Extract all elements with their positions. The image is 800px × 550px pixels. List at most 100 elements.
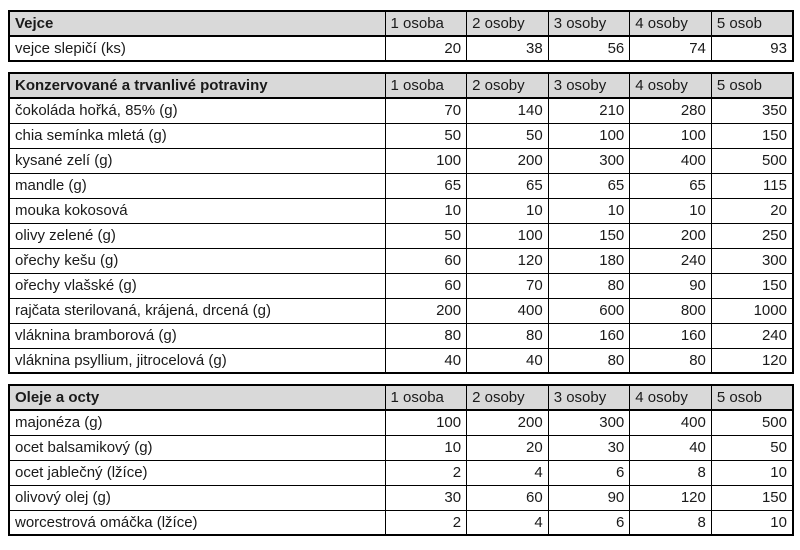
food-table: Konzervované a trvanlivé potraviny 1 osob…: [8, 72, 794, 374]
cell-value: 150: [710, 484, 794, 511]
cell-value: 120: [466, 247, 549, 274]
header-row: Oleje a octy 1 osoba 2 osoby 3 osoby 4 osoby…: [8, 384, 794, 411]
cell-value: 50: [384, 222, 468, 249]
table-row: ocet balsamikový (g) 10 20 30 40 50: [8, 434, 794, 461]
cell-value: 10: [466, 197, 549, 224]
cell-value: 10: [629, 197, 712, 224]
cell-value: 1000: [710, 297, 794, 324]
column-header: 1 osoba: [384, 384, 468, 411]
column-header: 4 osoby: [629, 10, 712, 37]
cell-value: 180: [547, 247, 631, 274]
column-header: 4 osoby: [629, 384, 712, 411]
tables-container: Vejce 1 osoba 2 osoby 3 osoby 4 osoby 5 osob v…: [8, 10, 794, 536]
cell-value: 115: [710, 172, 794, 199]
cell-value: 74: [629, 35, 712, 62]
cell-value: 100: [547, 122, 631, 149]
cell-value: 100: [629, 122, 712, 149]
cell-value: 140: [466, 97, 549, 124]
cell-value: 400: [629, 147, 712, 174]
row-label: vejce slepičí (ks): [8, 35, 386, 62]
row-label: ořechy kešu (g): [8, 247, 386, 274]
column-header: 2 osoby: [466, 384, 549, 411]
header-row: Konzervované a trvanlivé potraviny 1 osob…: [8, 72, 794, 99]
cell-value: 38: [466, 35, 549, 62]
table-row: ořechy kešu (g) 60 120 180 240 300: [8, 247, 794, 274]
table-row: chia semínka mletá (g) 50 50 100 100 150: [8, 122, 794, 149]
row-label: mandle (g): [8, 172, 386, 199]
cell-value: 150: [547, 222, 631, 249]
cell-value: 40: [466, 347, 549, 374]
cell-value: 800: [629, 297, 712, 324]
cell-value: 500: [710, 409, 794, 436]
cell-value: 70: [466, 272, 549, 299]
cell-value: 80: [466, 322, 549, 349]
column-header: 5 osob: [710, 72, 794, 99]
cell-value: 20: [466, 434, 549, 461]
table-title: Oleje a octy: [8, 384, 386, 411]
column-header: 3 osoby: [547, 72, 631, 99]
table-row: worcestrová omáčka (lžíce) 2 4 6 8 10: [8, 509, 794, 536]
column-header: 3 osoby: [547, 10, 631, 37]
cell-value: 50: [710, 434, 794, 461]
cell-value: 300: [547, 147, 631, 174]
cell-value: 200: [466, 409, 549, 436]
cell-value: 80: [547, 347, 631, 374]
row-label: ořechy vlašské (g): [8, 272, 386, 299]
cell-value: 10: [710, 459, 794, 486]
row-label: olivový olej (g): [8, 484, 386, 511]
column-header: 1 osoba: [384, 10, 468, 37]
cell-value: 80: [384, 322, 468, 349]
cell-value: 10: [384, 434, 468, 461]
cell-value: 4: [466, 459, 549, 486]
cell-value: 65: [466, 172, 549, 199]
row-label: mouka kokosová: [8, 197, 386, 224]
row-label: chia semínka mletá (g): [8, 122, 386, 149]
cell-value: 100: [384, 147, 468, 174]
cell-value: 93: [710, 35, 794, 62]
cell-value: 120: [710, 347, 794, 374]
cell-value: 8: [629, 509, 712, 536]
cell-value: 200: [384, 297, 468, 324]
cell-value: 600: [547, 297, 631, 324]
cell-value: 90: [629, 272, 712, 299]
cell-value: 160: [547, 322, 631, 349]
table-row: rajčata sterilovaná, krájená, drcená (g)…: [8, 297, 794, 324]
cell-value: 500: [710, 147, 794, 174]
table-row: olivový olej (g) 30 60 90 120 150: [8, 484, 794, 511]
cell-value: 8: [629, 459, 712, 486]
cell-value: 60: [384, 247, 468, 274]
row-label: worcestrová omáčka (lžíce): [8, 509, 386, 536]
cell-value: 60: [384, 272, 468, 299]
cell-value: 100: [384, 409, 468, 436]
cell-value: 10: [710, 509, 794, 536]
cell-value: 200: [629, 222, 712, 249]
cell-value: 40: [384, 347, 468, 374]
table-row: majonéza (g) 100 200 300 400 500: [8, 409, 794, 436]
table-title: Vejce: [8, 10, 386, 37]
column-header: 2 osoby: [466, 72, 549, 99]
column-header: 2 osoby: [466, 10, 549, 37]
table-row: ořechy vlašské (g) 60 70 80 90 150: [8, 272, 794, 299]
column-header: 5 osob: [710, 10, 794, 37]
cell-value: 65: [547, 172, 631, 199]
row-label: rajčata sterilovaná, krájená, drcená (g): [8, 297, 386, 324]
cell-value: 70: [384, 97, 468, 124]
cell-value: 300: [547, 409, 631, 436]
row-label: ocet balsamikový (g): [8, 434, 386, 461]
food-table: Oleje a octy 1 osoba 2 osoby 3 osoby 4 osoby…: [8, 384, 794, 536]
cell-value: 280: [629, 97, 712, 124]
table-row: mandle (g) 65 65 65 65 115: [8, 172, 794, 199]
table-row: vláknina psyllium, jitrocelová (g) 40 40 80…: [8, 347, 794, 374]
table-row: vláknina bramborová (g) 80 80 160 160 240: [8, 322, 794, 349]
cell-value: 65: [629, 172, 712, 199]
column-header: 4 osoby: [629, 72, 712, 99]
row-label: vláknina bramborová (g): [8, 322, 386, 349]
table-row: mouka kokosová 10 10 10 10 20: [8, 197, 794, 224]
row-label: čokoláda hořká, 85% (g): [8, 97, 386, 124]
column-header: 1 osoba: [384, 72, 468, 99]
row-label: kysané zelí (g): [8, 147, 386, 174]
food-table: Vejce 1 osoba 2 osoby 3 osoby 4 osoby 5 osob v…: [8, 10, 794, 62]
column-header: 3 osoby: [547, 384, 631, 411]
table-title: Konzervované a trvanlivé potraviny: [8, 72, 386, 99]
cell-value: 6: [547, 459, 631, 486]
